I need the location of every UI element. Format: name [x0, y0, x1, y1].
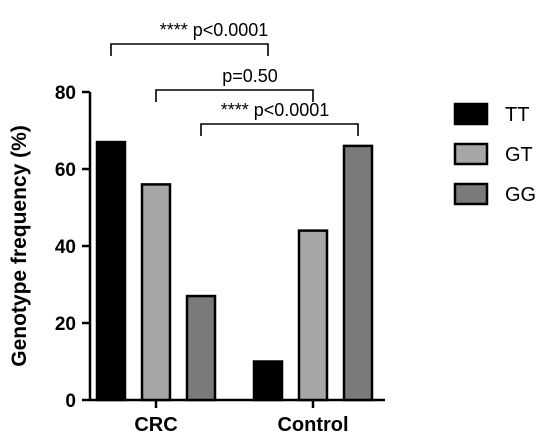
bar-gg-crc	[185, 294, 217, 402]
axes: 0 20 40 60 80 CRC Control	[55, 83, 385, 436]
legend-label-gg: GG	[505, 184, 536, 206]
significance-label: **** p<0.0001	[160, 20, 269, 40]
legend: TT GT GG	[453, 102, 536, 206]
significance-annotations: **** p<0.0001 p=0.50 **** p<0.0001	[110, 20, 359, 136]
bar-gt-control	[297, 229, 329, 402]
x-category-label: Control	[277, 414, 348, 436]
legend-label-gt: GT	[505, 144, 533, 166]
bar-gg-control	[342, 144, 374, 402]
significance-bracket	[155, 89, 314, 102]
bar-tt-crc	[95, 140, 127, 402]
bar-gt-crc	[140, 183, 172, 402]
legend-swatch-gg	[453, 182, 489, 206]
y-tick-label: 20	[55, 314, 76, 335]
legend-label-tt: TT	[505, 104, 529, 126]
significance-label: **** p<0.0001	[221, 100, 330, 120]
bar-tt-control	[252, 360, 284, 402]
y-tick-label: 60	[55, 160, 76, 181]
significance-bracket	[200, 123, 359, 136]
y-tick-label: 0	[65, 391, 76, 412]
legend-swatch-gt	[453, 142, 489, 166]
y-axis-title: Genotype frequency (%)	[8, 125, 31, 367]
significance-bracket	[110, 43, 269, 56]
significance-label: p=0.50	[222, 66, 278, 86]
y-tick-label: 80	[55, 83, 76, 104]
bars	[95, 140, 374, 402]
x-category-label: CRC	[134, 414, 177, 436]
y-tick-label: 40	[55, 237, 76, 258]
legend-swatch-tt	[453, 102, 489, 126]
